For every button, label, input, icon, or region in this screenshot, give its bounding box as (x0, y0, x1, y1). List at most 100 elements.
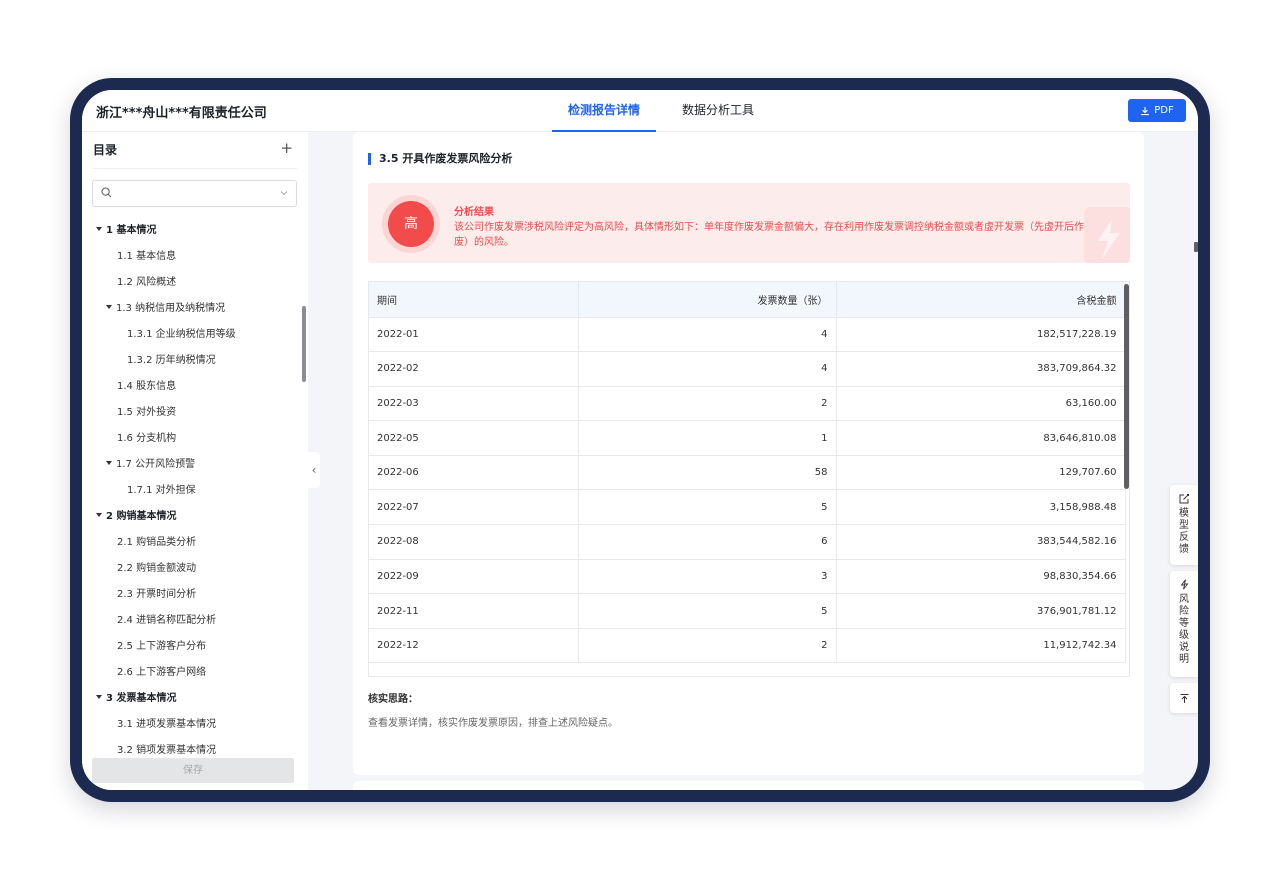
table-row: 2022-11 5 376,901,781.12 (369, 593, 1126, 629)
app-screen: 浙江***舟山***有限责任公司 检测报告详情 数据分析工具 PDF 目录 + (82, 90, 1198, 790)
caret-down-icon[interactable] (106, 461, 112, 465)
toc-search-select[interactable] (92, 180, 297, 207)
download-icon (1141, 106, 1150, 115)
toc-item[interactable]: 2.2 购销金额波动 (82, 556, 308, 582)
toc-sidebar: 目录 + 1 基本情况 1.1 基本信息 1.2 风险概述 1.3 纳税信用及纳税情况… (82, 132, 308, 790)
toc-item[interactable]: 2.3 开票时间分析 (82, 582, 308, 608)
cell-amount: 383,709,864.32 (836, 351, 1126, 387)
toc-item[interactable]: 1.1 基本信息 (82, 244, 308, 270)
back-to-top-icon (1180, 693, 1188, 703)
toc-item-label: 1.2 风险概述 (117, 277, 177, 288)
toc-item-label: 1.3 纳税信用及纳税情况 (116, 303, 226, 314)
back-to-top-button[interactable] (1170, 683, 1198, 713)
toc-item[interactable]: 1.2 风险概述 (82, 270, 308, 296)
caret-down-icon[interactable] (106, 305, 112, 309)
toc-item[interactable]: 1.3 纳税信用及纳税情况 (82, 296, 308, 322)
cell-period: 2022-01 (369, 317, 579, 353)
toc-item-label: 3.2 销项发票基本情况 (117, 745, 217, 756)
toc-item[interactable]: 1.3.1 企业纳税信用等级 (82, 322, 308, 348)
toc-item-label: 3 发票基本情况 (106, 693, 177, 704)
cell-invoice-count: 2 (578, 386, 837, 422)
cell-amount: 383,544,582.16 (836, 524, 1126, 560)
report-section-panel: 3.5 开具作废发票风险分析 高 分析结果 该公司作废发票涉税风险评定为高风险，… (353, 132, 1144, 775)
toc-list: 1 基本情况 1.1 基本信息 1.2 风险概述 1.3 纳税信用及纳税情况 1.3.1… (82, 218, 308, 764)
toc-item-label: 2.6 上下游客户网络 (117, 667, 207, 678)
cell-amount: 63,160.00 (836, 386, 1126, 422)
table-row: 2022-05 1 83,646,810.08 (369, 420, 1126, 456)
sidebar-scrollbar[interactable] (302, 306, 306, 382)
toc-item-label: 1.4 股东信息 (117, 381, 177, 392)
cell-amount: 376,901,781.12 (836, 593, 1126, 629)
risk-alert: 高 分析结果 该公司作废发票涉税风险评定为高风险，具体情形如下：单年度作废发票金… (368, 183, 1130, 263)
toc-title: 目录 (93, 143, 118, 157)
cell-invoice-count: 5 (578, 489, 837, 526)
toc-item-label: 1.7 公开风险预警 (116, 459, 196, 470)
toc-item-label: 2.2 购销金额波动 (117, 563, 197, 574)
toc-item[interactable]: 1 基本情况 (82, 218, 308, 244)
company-name: 浙江***舟山***有限责任公司 (96, 106, 267, 121)
tab-report-detail[interactable]: 检测报告详情 (552, 90, 657, 132)
table-scrollbar[interactable] (1124, 284, 1129, 489)
invoice-table-container: 期间 发票数量（张） 含税金额 2022-01 4 182,517,228.19 20… (368, 281, 1130, 677)
chevron-down-icon (280, 191, 288, 196)
cell-period: 2022-09 (369, 559, 579, 595)
toc-item[interactable]: 3.1 进项发票基本情况 (82, 712, 308, 738)
add-icon[interactable]: + (280, 139, 293, 157)
toc-item[interactable]: 1.5 对外投资 (82, 400, 308, 426)
toc-item[interactable]: 1.7 公开风险预警 (82, 452, 308, 478)
toc-item-label: 2 购销基本情况 (106, 511, 177, 522)
toc-item-label: 2.4 进销名称匹配分析 (117, 615, 217, 626)
caret-down-icon[interactable] (96, 695, 102, 699)
voided-invoice-table: 期间 发票数量（张） 含税金额 2022-01 4 182,517,228.19 20… (369, 282, 1126, 664)
toc-item[interactable]: 3.2 销项发票基本情况 (82, 738, 308, 764)
alert-body: 该公司作废发票涉税风险评定为高风险，具体情形如下：单年度作废发票金额偏大，存在利… (454, 222, 1084, 248)
device-frame: 浙江***舟山***有限责任公司 检测报告详情 数据分析工具 PDF 目录 + (70, 78, 1210, 802)
risk-level-explain-button[interactable]: 风险等级说明 (1170, 571, 1198, 677)
alert-title: 分析结果 (454, 207, 494, 218)
save-button[interactable]: 保存 (92, 758, 294, 783)
cell-invoice-count: 2 (578, 628, 837, 664)
risk-level-badge: 高 (388, 201, 434, 247)
risk-level-explain-label: 风险等级说明 (1179, 594, 1189, 665)
cell-period: 2022-11 (369, 593, 579, 629)
table-row: 2022-07 5 3,158,988.48 (369, 489, 1126, 526)
table-body: 2022-01 4 182,517,228.19 2022-02 4 383,709,86… (369, 317, 1126, 664)
toc-item[interactable]: 2.5 上下游客户分布 (82, 634, 308, 660)
toc-item[interactable]: 1.7.1 对外担保 (82, 478, 308, 504)
cell-amount: 182,517,228.19 (836, 317, 1126, 353)
toc-item[interactable]: 2.1 购销品类分析 (82, 530, 308, 556)
toc-item[interactable]: 1.6 分支机构 (82, 426, 308, 452)
table-row: 2022-06 58 129,707.60 (369, 455, 1126, 491)
toc-header: 目录 + (93, 139, 297, 169)
toc-item[interactable]: 3 发票基本情况 (82, 686, 308, 712)
caret-down-icon[interactable] (96, 227, 102, 231)
toc-item-label: 1.3.2 历年纳税情况 (127, 355, 216, 366)
toc-item[interactable]: 1.3.2 历年纳税情况 (82, 348, 308, 374)
main-tabs: 检测报告详情 数据分析工具 (552, 90, 780, 132)
cell-period: 2022-12 (369, 628, 579, 664)
model-feedback-button[interactable]: 模型反馈 (1170, 485, 1198, 565)
pdf-download-button[interactable]: PDF (1128, 99, 1186, 122)
cell-amount: 98,830,354.66 (836, 559, 1126, 595)
collapse-sidebar-button[interactable]: ‹ (308, 452, 320, 488)
toc-item[interactable]: 2.6 上下游客户网络 (82, 660, 308, 686)
top-header: 浙江***舟山***有限责任公司 检测报告详情 数据分析工具 PDF (82, 90, 1198, 132)
cell-period: 2022-03 (369, 386, 579, 422)
caret-down-icon[interactable] (96, 513, 102, 517)
col-invoice-count: 发票数量（张） (578, 282, 837, 318)
cell-amount: 83,646,810.08 (836, 420, 1126, 456)
cell-invoice-count: 5 (578, 593, 837, 629)
toc-item[interactable]: 2 购销基本情况 (82, 504, 308, 530)
cell-amount: 3,158,988.48 (836, 489, 1126, 526)
toc-item-label: 1 基本情况 (106, 225, 157, 236)
toc-item-label: 2.5 上下游客户分布 (117, 641, 207, 652)
toc-item[interactable]: 1.4 股东信息 (82, 374, 308, 400)
toc-item[interactable]: 2.4 进销名称匹配分析 (82, 608, 308, 634)
table-row: 2022-12 2 11,912,742.34 (369, 628, 1126, 664)
toc-item-label: 3.1 进项发票基本情况 (117, 719, 217, 730)
cell-invoice-count: 3 (578, 559, 837, 595)
cell-invoice-count: 4 (578, 317, 837, 353)
col-period: 期间 (369, 282, 579, 318)
tab-data-analysis[interactable]: 数据分析工具 (682, 103, 755, 117)
cell-invoice-count: 58 (578, 455, 837, 491)
